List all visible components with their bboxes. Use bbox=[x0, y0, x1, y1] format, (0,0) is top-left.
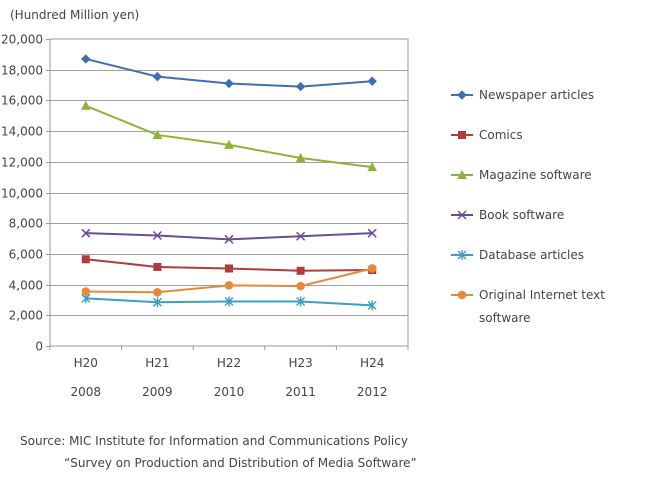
data-point bbox=[296, 296, 306, 307]
y-tick-label: 20,000 bbox=[1, 33, 43, 47]
data-point bbox=[80, 100, 91, 110]
y-tick-label: 10,000 bbox=[1, 187, 43, 201]
data-point bbox=[81, 54, 91, 64]
legend-label: Book software bbox=[479, 208, 564, 222]
legend-label: Magazine software bbox=[479, 168, 592, 182]
x-tick-label: H23 bbox=[288, 356, 312, 370]
x-tick-label: H21 bbox=[145, 356, 169, 370]
x-tick-year-label: 2012 bbox=[357, 385, 388, 399]
x-tick-label: H20 bbox=[74, 356, 98, 370]
data-point bbox=[367, 300, 377, 311]
legend-label: Comics bbox=[479, 128, 523, 142]
legend-label: Database articles bbox=[479, 248, 584, 262]
legend-marker bbox=[458, 131, 466, 139]
legend-label: Original Internet text bbox=[479, 288, 605, 302]
y-tick-label: 16,000 bbox=[1, 94, 43, 108]
legend-marker bbox=[457, 290, 467, 300]
data-point bbox=[152, 230, 162, 241]
data-point bbox=[295, 152, 306, 162]
x-tick-year-label: 2009 bbox=[142, 385, 173, 399]
y-tick-label: 2,000 bbox=[9, 309, 43, 323]
y-tick-label: 12,000 bbox=[1, 156, 43, 170]
data-point bbox=[296, 231, 306, 241]
y-axis-unit-label: (Hundred Million yen) bbox=[10, 8, 140, 22]
y-tick-label: 6,000 bbox=[9, 248, 43, 262]
source-line-2: “Survey on Production and Distribution o… bbox=[64, 456, 417, 470]
x-tick-label: H22 bbox=[217, 356, 241, 370]
data-point bbox=[296, 266, 305, 275]
y-tick-label: 8,000 bbox=[9, 217, 43, 231]
legend-marker bbox=[457, 169, 467, 179]
x-tick-year-label: 2010 bbox=[214, 385, 245, 399]
data-point bbox=[367, 76, 377, 86]
legend-marker bbox=[457, 90, 467, 100]
data-point bbox=[81, 228, 91, 238]
x-tick-label: H24 bbox=[360, 356, 384, 370]
source-line-1: Source: MIC Institute for Information an… bbox=[20, 434, 408, 448]
x-tick-year-label: 2011 bbox=[285, 385, 316, 399]
data-point bbox=[152, 71, 163, 82]
data-point bbox=[224, 139, 234, 149]
data-point bbox=[367, 162, 378, 172]
legend-marker bbox=[457, 210, 467, 220]
y-tick-label: 14,000 bbox=[1, 125, 43, 139]
line-chart: 0 2,000 4,000 6,000 8,000 10,000 12,000 14,000 1… bbox=[1, 33, 605, 400]
data-point bbox=[81, 255, 90, 264]
legend-label: Newspaper articles bbox=[479, 88, 594, 102]
data-point bbox=[153, 287, 162, 297]
data-point bbox=[367, 228, 377, 238]
plot-area bbox=[49, 38, 409, 347]
y-tick-label: 18,000 bbox=[1, 64, 43, 78]
data-point bbox=[153, 262, 162, 271]
data-point bbox=[81, 287, 91, 296]
data-point bbox=[152, 129, 163, 139]
x-tick-year-label: 2008 bbox=[71, 385, 102, 399]
y-tick-label: 0 bbox=[35, 340, 43, 354]
data-point bbox=[224, 281, 234, 290]
data-point bbox=[224, 234, 234, 244]
data-point bbox=[296, 281, 305, 291]
data-point bbox=[224, 296, 234, 307]
data-point bbox=[225, 264, 233, 273]
legend-marker bbox=[457, 250, 467, 260]
data-point bbox=[295, 81, 306, 92]
data-point bbox=[224, 78, 234, 89]
legend-label: software bbox=[479, 311, 531, 325]
data-point bbox=[152, 297, 162, 308]
data-point bbox=[367, 264, 377, 273]
y-tick-label: 4,000 bbox=[9, 279, 43, 293]
source-note: Source: MIC Institute for Information an… bbox=[20, 430, 417, 474]
